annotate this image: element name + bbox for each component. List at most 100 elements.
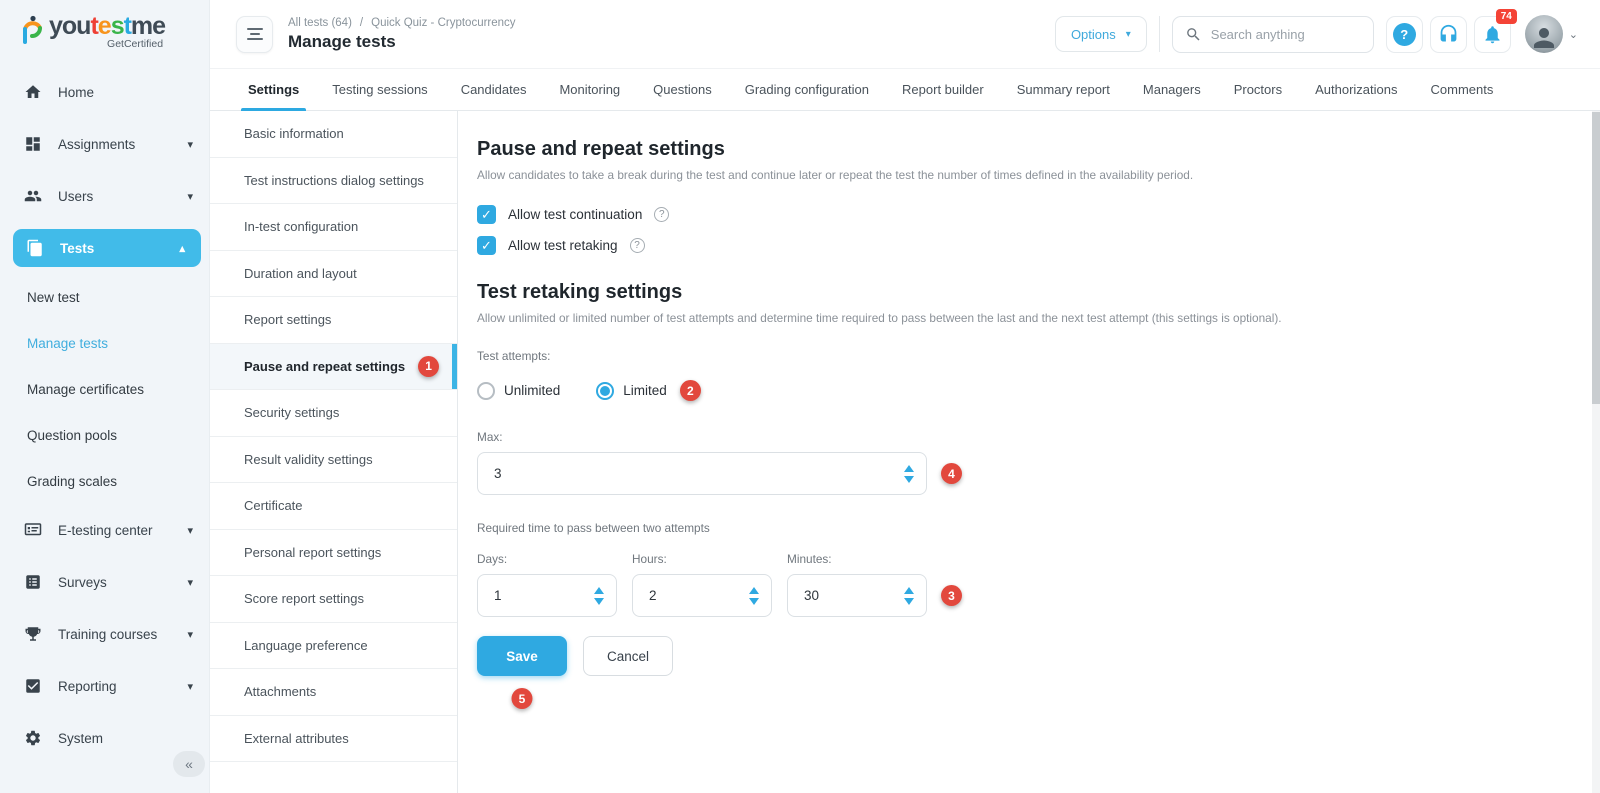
sidebar-item-system[interactable]: System [0,712,209,764]
settings-menu-item-pause-and-repeat[interactable]: Pause and repeat settings 1 [210,343,457,390]
hours-label: Hours: [632,552,667,566]
sidebar-item-label: System [58,730,104,746]
radio-limited[interactable]: Limited [596,381,667,400]
stepper-arrows[interactable] [904,464,914,483]
tab-settings[interactable]: Settings [240,69,307,111]
cancel-button[interactable]: Cancel [583,636,673,676]
support-button[interactable] [1429,15,1467,53]
brand-logo[interactable]: youtestme GetCertified [0,0,209,56]
tab-questions[interactable]: Questions [653,82,712,97]
bell-icon [1485,25,1500,43]
tab-comments[interactable]: Comments [1430,82,1494,97]
settings-menu-item-language-preference[interactable]: Language preference [210,623,457,669]
settings-menu-item-certificate[interactable]: Certificate [210,483,457,530]
sidebar-item-assignments[interactable]: Assignments ▾ [0,118,209,170]
radio-unlimited[interactable]: Unlimited [477,381,560,400]
stepper-down-icon[interactable] [904,475,914,483]
help-icon[interactable]: ? [629,238,645,253]
settings-menu-item-score-report[interactable]: Score report settings [210,576,457,623]
stepper-up-icon[interactable] [594,586,604,594]
surveys-icon [24,573,44,591]
days-input[interactable] [477,574,617,617]
callout-3-badge: 3 [941,585,962,606]
sidebar-item-label: Home [58,84,95,100]
chevron-down-icon: ▾ [1125,28,1131,40]
stepper-up-icon[interactable] [904,464,914,472]
sidebar-item-tests[interactable]: Tests ▴ [13,229,201,268]
tab-managers[interactable]: Managers [1142,82,1201,97]
stepper-up-icon[interactable] [749,586,759,594]
sidebar: youtestme GetCertified Home Assignments … [0,0,210,793]
notifications-button[interactable]: 74 [1473,8,1517,53]
stepper-arrows[interactable] [749,586,759,605]
user-menu[interactable]: ⌄ [1524,15,1578,53]
sidebar-item-training-courses[interactable]: Training courses ▾ [0,608,209,660]
tab-report-builder[interactable]: Report builder [902,82,984,97]
sidebar-item-users[interactable]: Users ▾ [0,170,209,222]
search-box[interactable] [1171,15,1374,53]
minutes-input[interactable] [787,574,927,617]
settings-content: Pause and repeat settings Allow candidat… [458,111,1600,793]
settings-menu-item-attachments[interactable]: Attachments [210,669,457,716]
sidebar-item-manage-tests[interactable]: Manage tests [27,335,109,351]
settings-menu-item-label: Duration and layout [244,265,357,281]
sidebar-item-surveys[interactable]: Surveys ▾ [0,556,209,608]
breadcrumb-separator: / [359,16,364,29]
scrollbar-thumb[interactable] [1592,112,1600,404]
help-icon[interactable]: ? [654,207,670,222]
checkbox-allow-test-continuation[interactable]: ✓ [477,205,496,224]
max-field-row: 4 [477,452,1560,495]
settings-menu-item-personal-report[interactable]: Personal report settings [210,530,457,576]
sidebar-item-manage-certificates[interactable]: Manage certificates [27,381,145,397]
help-icon: ? [1392,22,1416,46]
hamburger-menu-button[interactable] [236,15,273,53]
sidebar-item-home[interactable]: Home [0,66,209,118]
tab-testing-sessions[interactable]: Testing sessions [332,82,428,97]
tab-grading-configuration[interactable]: Grading configuration [744,82,870,97]
stepper-down-icon[interactable] [594,597,604,605]
radio-selected-icon[interactable] [596,381,615,400]
stepper-down-icon[interactable] [749,597,759,605]
sidebar-item-new-test[interactable]: New test [27,289,80,305]
settings-menu-item-label: Test instructions dialog settings [244,172,424,188]
checkbox-allow-test-retaking[interactable]: ✓ [477,236,496,255]
settings-menu-item-duration-and-layout[interactable]: Duration and layout [210,251,457,297]
sidebar-item-reporting[interactable]: Reporting ▾ [0,660,209,712]
tab-monitoring[interactable]: Monitoring [559,82,621,97]
hours-input[interactable] [632,574,772,617]
settings-menu-item-report-settings[interactable]: Report settings [210,297,457,344]
save-button[interactable]: Save [477,636,567,676]
settings-menu-item-test-instructions[interactable]: Test instructions dialog settings [210,158,457,204]
settings-menu-item-label: Personal report settings [244,544,382,560]
breadcrumb-parent[interactable]: All tests (64) [288,16,352,29]
sidebar-item-grading-scales[interactable]: Grading scales [27,473,118,489]
tab-summary-report[interactable]: Summary report [1016,82,1110,97]
stepper-arrows[interactable] [904,586,914,605]
stepper-up-icon[interactable] [904,586,914,594]
settings-menu-item-in-test-configuration[interactable]: In-test configuration [210,204,457,251]
stepper-down-icon[interactable] [904,597,914,605]
sidebar-collapse-button[interactable]: « [173,751,205,777]
avatar[interactable] [1524,15,1563,53]
options-button[interactable]: Options ▾ [1054,16,1147,52]
scrollbar[interactable] [1592,111,1600,793]
tab-authorizations[interactable]: Authorizations [1315,82,1398,97]
help-button[interactable]: ? [1385,15,1423,53]
settings-menu-item-basic-information[interactable]: Basic information [210,111,457,158]
form-actions: Save 5 Cancel [477,636,1560,709]
settings-menu-item-external-attributes[interactable]: External attributes [210,716,457,762]
sidebar-item-question-pools[interactable]: Question pools [27,427,118,443]
settings-menu-item-label: Attachments [244,684,317,700]
sidebar-item-label: E-testing center [58,522,153,538]
sidebar-item-etesting-center[interactable]: E-testing center ▾ [0,504,209,556]
radio-circle-icon[interactable] [477,381,495,400]
tab-candidates[interactable]: Candidates [460,82,527,97]
search-input[interactable] [1210,26,1351,42]
tab-proctors[interactable]: Proctors [1233,82,1283,97]
settings-menu-item-label: Pause and repeat settings [244,358,406,374]
settings-menu-item-security-settings[interactable]: Security settings [210,390,457,437]
assignments-icon [24,135,44,153]
stepper-arrows[interactable] [594,586,604,605]
max-attempts-input[interactable] [477,452,927,495]
settings-menu-item-result-validity[interactable]: Result validity settings [210,437,457,483]
